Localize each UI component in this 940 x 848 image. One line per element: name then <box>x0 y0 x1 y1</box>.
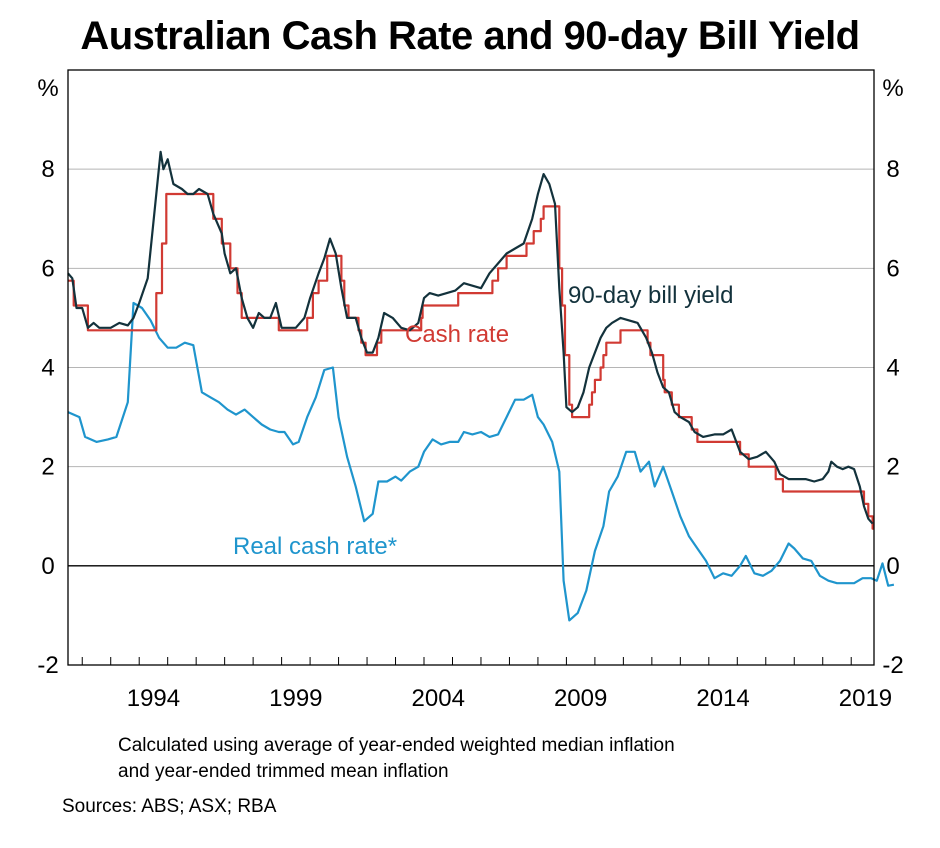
series-layer <box>67 150 895 622</box>
y-tick-label-left: 8 <box>41 156 54 183</box>
footnote: Calculated using average of year-ended w… <box>118 733 898 785</box>
y-tick-label-right: 6 <box>886 255 899 282</box>
x-tick-label: 2009 <box>554 685 607 712</box>
annotation-cash-rate: Cash rate <box>405 321 509 348</box>
x-tick-label: 1994 <box>127 685 180 712</box>
y-tick-label-right: 8 <box>886 156 899 183</box>
x-tick-label: 1999 <box>269 685 322 712</box>
x-tick-label: 2019 <box>839 685 892 712</box>
y-tick-label-left: 2 <box>41 454 54 481</box>
series-line-cash-rate <box>68 192 874 530</box>
gridlines <box>68 168 874 567</box>
x-tick-label: 2014 <box>696 685 749 712</box>
y-tick-label-right: -2 <box>882 652 903 679</box>
y-tick-label-right: 2 <box>886 454 899 481</box>
series-line-90-day-bill-yield <box>67 150 874 525</box>
plot-frame <box>67 69 875 666</box>
sources-note: Sources: ABS; ASX; RBA <box>62 796 277 817</box>
footnote-line-2: and year-ended trimmed mean inflation <box>118 761 449 782</box>
axis-ticks <box>81 657 852 665</box>
y-tick-label-left: 0 <box>41 553 54 580</box>
y-tick-label-left: 6 <box>41 255 54 282</box>
footnote-line-1: Calculated using average of year-ended w… <box>118 735 675 756</box>
chart-title: Australian Cash Rate and 90-day Bill Yie… <box>80 14 860 58</box>
right-axis-unit: % <box>882 75 903 102</box>
left-axis-unit: % <box>37 75 58 102</box>
y-tick-label-left: -2 <box>37 652 58 679</box>
x-tick-label: 2004 <box>412 685 465 712</box>
series-line-real-cash-rate <box>67 301 895 622</box>
y-tick-label-right: 0 <box>886 553 899 580</box>
y-tick-label-right: 4 <box>886 355 899 382</box>
axis-labels: 8 8 6 6 4 4 2 2 0 0 -2 -2 1994 1999 2004 2009 2014 2019 <box>37 156 903 712</box>
annotation-real-cash-rate: Real cash rate* <box>233 533 397 560</box>
annotation-bill-yield: 90-day bill yield <box>568 282 733 309</box>
y-tick-label-left: 4 <box>41 355 54 382</box>
